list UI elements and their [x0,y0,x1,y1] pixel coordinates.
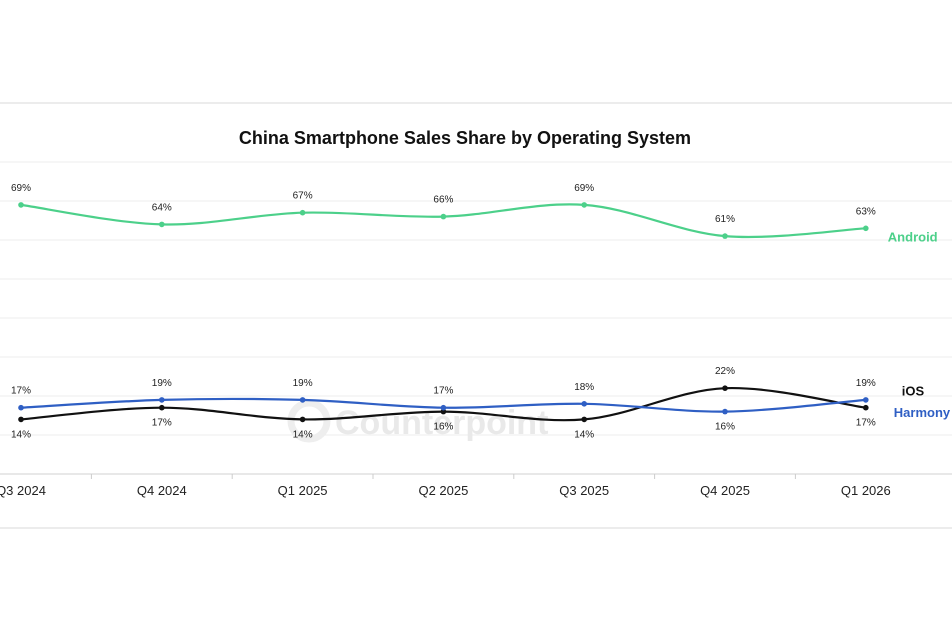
series-name-label: Android [888,229,938,244]
x-tick-label: Q4 2024 [137,483,187,498]
data-point [722,385,728,392]
data-point [440,408,447,415]
series-ios: 14% 17% 14% 16% 14% 22% 17% iOS [11,366,925,440]
data-point [18,416,24,423]
series-android: 69% 64% 67% 66% 69% 61% 63% Android [11,183,938,244]
data-label: 19% [856,378,876,389]
series-line [20,203,866,239]
data-point [581,202,587,208]
data-point [863,397,869,403]
data-point [18,202,24,208]
data-point [581,416,587,423]
data-label: 18% [574,382,594,393]
series-layer: 69% 64% 67% 66% 69% 61% 63% Android 14% 17% 14% 16%… [11,183,951,441]
data-point [299,416,306,423]
data-label: 14% [574,429,594,440]
data-label: 14% [293,429,313,440]
data-point [863,404,869,411]
x-tick-label: Q3 2024 [0,483,46,498]
data-point [159,397,165,403]
data-label: 16% [715,422,735,433]
chart-title: China Smartphone Sales Share by Operatin… [239,128,691,148]
data-point [581,401,587,407]
series-name-label: iOS [902,384,925,399]
data-label: 16% [433,422,453,433]
data-label: 63% [856,206,876,217]
x-tick-label: Q2 2025 [418,483,468,498]
data-point [722,408,728,415]
data-label: 67% [293,191,313,202]
x-tick-label: Q1 2026 [841,483,891,498]
data-label: 66% [433,195,453,206]
watermark-logo-icon [287,399,331,443]
data-point [18,404,24,411]
data-point [440,404,447,411]
data-label: 69% [574,183,594,194]
data-point [440,213,447,220]
x-axis-ticks: Q3 2024 Q4 2024 Q1 2025 Q2 2025 Q3 2025 Q4 20… [0,474,891,498]
data-point [863,225,869,232]
data-label: 17% [152,418,172,429]
data-label: 22% [715,366,735,377]
data-label: 61% [715,214,735,225]
data-label: 17% [856,418,876,429]
data-label: 19% [152,378,172,389]
data-label: 14% [11,429,31,440]
series-name-label: Harmony [894,405,951,420]
x-tick-label: Q3 2025 [559,483,609,498]
x-tick-label: Q1 2025 [278,483,328,498]
x-tick-label: Q4 2025 [700,483,750,498]
data-point [159,404,165,411]
data-label: 19% [293,378,313,389]
data-label: 69% [11,183,31,194]
data-point [299,209,306,216]
gridlines [0,161,952,475]
data-label: 17% [433,386,453,397]
data-label: 64% [152,202,172,213]
watermark: Counterpoint [287,399,548,443]
series-harmony: 17% 19% 19% 17% 18% 16% 19% Harmony [11,378,951,433]
data-point [722,233,728,239]
data-point [299,397,306,403]
data-label: 17% [11,386,31,397]
data-point [159,221,165,228]
